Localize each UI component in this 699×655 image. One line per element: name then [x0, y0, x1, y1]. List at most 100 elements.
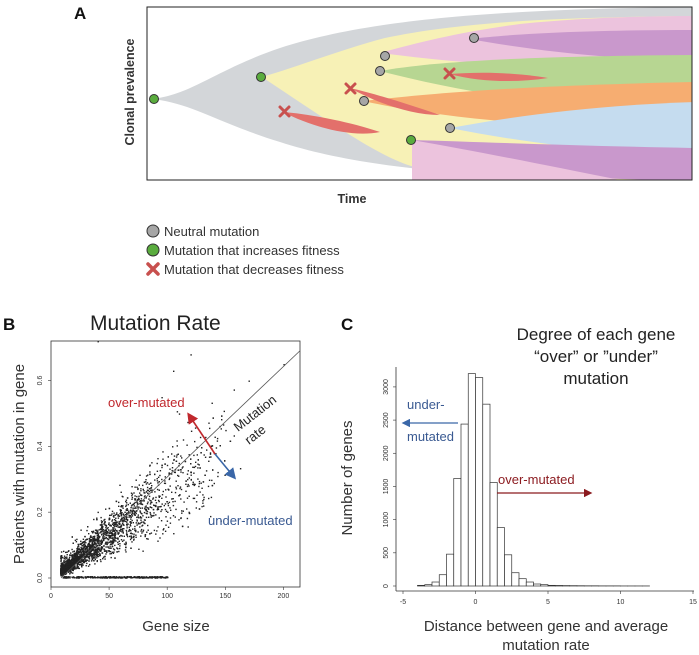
scatter-point — [186, 444, 188, 446]
scatter-point — [143, 492, 145, 494]
histogram-bars — [417, 373, 650, 587]
scatter-point — [101, 528, 103, 530]
scatter-point — [211, 479, 213, 482]
scatter-point — [66, 562, 69, 565]
scatter-point — [79, 549, 82, 551]
scatter-point — [71, 554, 74, 556]
scatter-point — [134, 576, 137, 579]
scatter-point — [180, 488, 183, 491]
scatter-point — [87, 545, 90, 548]
scatter-point — [195, 501, 198, 503]
scatter-point — [137, 499, 139, 501]
scatter-point — [165, 576, 168, 578]
scatter-point — [78, 561, 80, 563]
scatter-point — [92, 532, 94, 534]
scatter-point — [138, 548, 140, 550]
scatter-point — [99, 540, 102, 542]
scatter-point — [133, 502, 135, 505]
panel-c-title-line1: Degree of each gene — [517, 325, 676, 344]
scatter-point — [185, 480, 187, 482]
scatter-point — [149, 471, 151, 473]
panel-c-ylabel: Number of genes — [339, 420, 356, 535]
scatter-point — [216, 440, 219, 442]
scatter-point — [125, 529, 128, 532]
scatter-point — [83, 550, 85, 552]
scatter-point — [77, 549, 79, 551]
scatter-point — [83, 541, 86, 543]
scatter-point — [125, 542, 127, 545]
scatter-point — [61, 570, 63, 572]
scatter-point — [96, 557, 98, 559]
increase-mutation-marker — [406, 135, 416, 145]
scatter-point — [149, 473, 151, 476]
scatter-point — [111, 513, 113, 515]
scatter-point — [88, 543, 90, 545]
scatter-point — [150, 514, 152, 517]
scatter-point — [176, 440, 178, 442]
scatter-point — [96, 518, 98, 521]
scatter-point — [111, 523, 114, 526]
scatter-point — [139, 503, 141, 505]
scatter-point — [150, 516, 152, 518]
scatter-point — [120, 539, 123, 541]
scatter-point — [113, 538, 115, 541]
scatter-point — [97, 541, 99, 543]
scatter-point — [96, 530, 98, 532]
clonal-evolution-diagram — [146, 6, 693, 181]
scatter-point — [113, 537, 115, 539]
scatter-point — [83, 556, 86, 558]
histogram-bar — [518, 578, 527, 587]
scatter-point — [101, 526, 104, 529]
y-tick-label: 0.6 — [37, 376, 44, 386]
scatter-point — [72, 562, 74, 564]
scatter-point — [88, 533, 90, 535]
scatter-point — [107, 531, 109, 533]
scatter-point — [91, 546, 93, 549]
scatter-point — [99, 554, 101, 557]
scatter-point — [211, 402, 213, 404]
scatter-point — [175, 460, 178, 462]
scatter-point — [72, 572, 74, 574]
scatter-point — [155, 502, 158, 504]
scatter-point — [71, 548, 73, 551]
scatter-point — [215, 447, 218, 449]
scatter-point — [141, 503, 143, 505]
scatter-point — [137, 506, 139, 508]
scatter-point — [60, 566, 62, 569]
scatter-point — [101, 540, 104, 542]
scatter-point — [203, 498, 205, 501]
panel-b-x-ticks: 0 50 100 150 200 — [49, 587, 289, 600]
scatter-point — [82, 549, 84, 551]
scatter-point — [110, 534, 112, 537]
scatter-point — [91, 556, 93, 558]
scatter-point — [129, 529, 131, 531]
scatter-point — [131, 519, 133, 522]
scatter-point — [224, 474, 226, 476]
scatter-point — [206, 449, 208, 451]
scatter-point — [137, 522, 140, 524]
scatter-point — [88, 557, 90, 560]
scatter-point — [87, 576, 89, 579]
scatter-point — [129, 502, 131, 504]
scatter-point — [89, 547, 92, 549]
scatter-point — [113, 514, 115, 517]
scatter-point — [120, 515, 123, 517]
scatter-point — [123, 524, 125, 526]
scatter-point — [187, 470, 189, 472]
scatter-point — [168, 478, 170, 481]
purple-clone-bottom — [412, 140, 692, 180]
scatter-point — [90, 544, 92, 547]
histogram-bar — [475, 377, 484, 587]
scatter-point — [86, 550, 89, 552]
scatter-point — [69, 573, 71, 575]
scatter-point — [141, 521, 143, 523]
scatter-point — [149, 513, 152, 515]
scatter-point — [126, 523, 128, 525]
scatter-point — [115, 525, 118, 528]
scatter-point — [71, 563, 74, 566]
scatter-point — [222, 424, 225, 426]
scatter-point — [131, 577, 133, 579]
scatter-point — [180, 517, 182, 519]
scatter-point — [167, 511, 169, 513]
scatter-point — [77, 551, 80, 553]
